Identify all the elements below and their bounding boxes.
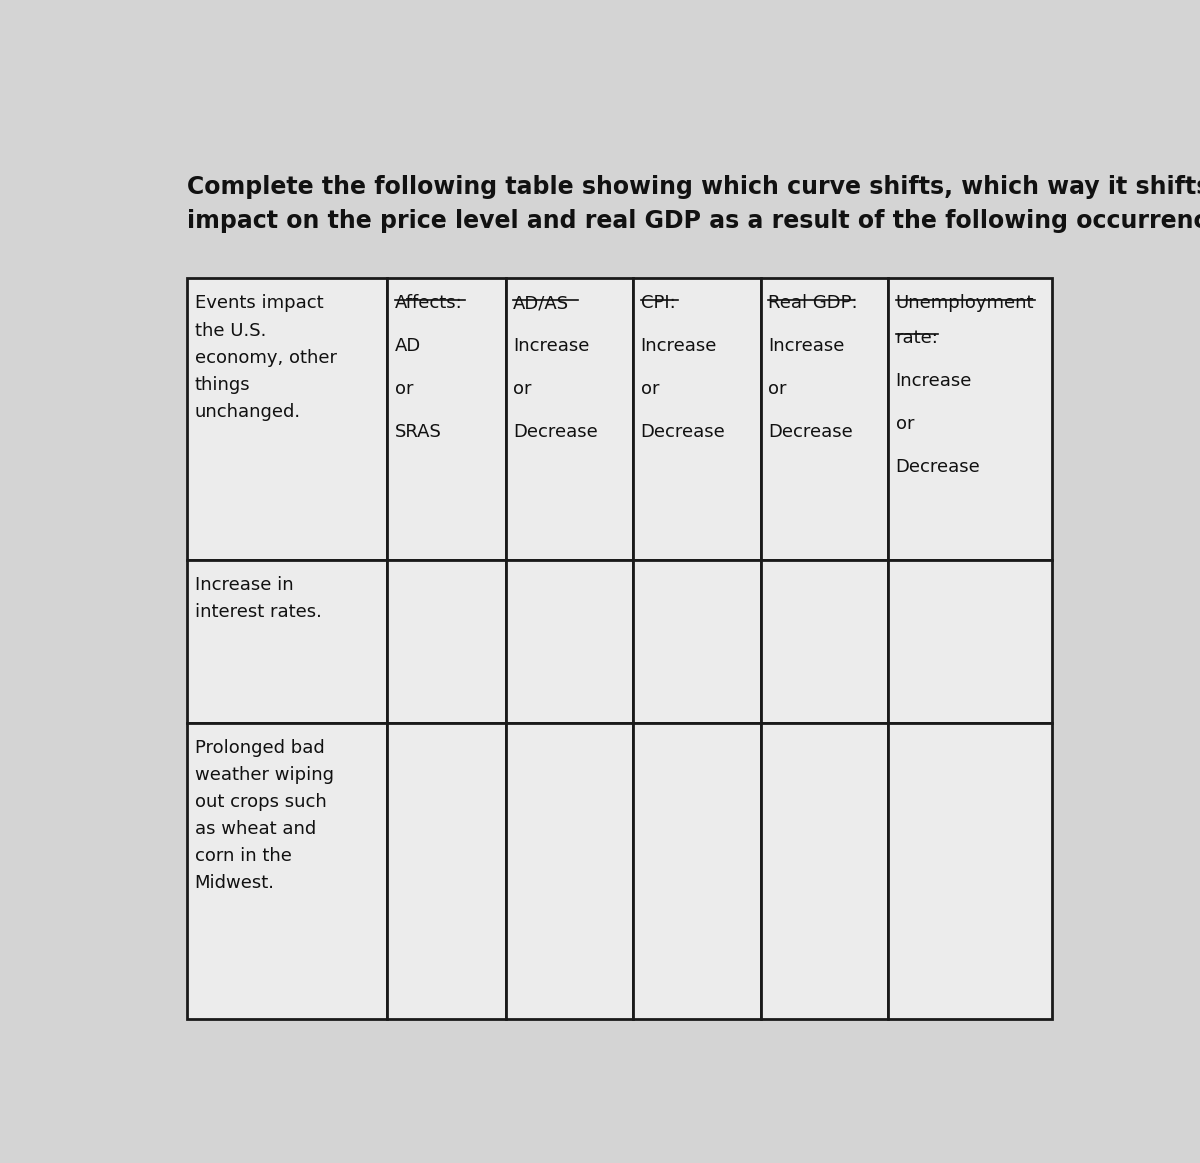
Bar <box>761 722 888 1019</box>
Text: or: or <box>395 380 414 399</box>
Text: AD: AD <box>395 337 421 356</box>
Bar <box>187 278 388 559</box>
Text: Decrease: Decrease <box>895 458 980 476</box>
Bar <box>388 559 506 722</box>
Bar <box>761 278 888 559</box>
Bar <box>761 559 888 722</box>
Text: or: or <box>768 380 787 399</box>
Text: Affects:: Affects: <box>395 294 463 313</box>
Bar <box>634 278 761 559</box>
Bar <box>506 559 634 722</box>
Text: Complete the following table showing which curve shifts, which way it shifts, an: Complete the following table showing whi… <box>187 176 1200 199</box>
Bar <box>888 722 1052 1019</box>
Bar <box>388 722 506 1019</box>
Text: rate:: rate: <box>895 329 938 347</box>
Text: Increase: Increase <box>895 372 972 390</box>
Bar <box>634 559 761 722</box>
Text: Unemployment: Unemployment <box>895 294 1034 313</box>
Text: SRAS: SRAS <box>395 423 442 442</box>
Bar <box>506 278 634 559</box>
Bar <box>888 278 1052 559</box>
Text: impact on the price level and real GDP as a result of the following occurrences:: impact on the price level and real GDP a… <box>187 209 1200 234</box>
Text: Increase: Increase <box>641 337 718 356</box>
Text: Decrease: Decrease <box>768 423 853 442</box>
Bar <box>888 559 1052 722</box>
Text: Real GDP:: Real GDP: <box>768 294 858 313</box>
Text: or: or <box>514 380 532 399</box>
Bar <box>388 278 506 559</box>
Text: Events impact
the U.S.
economy, other
things
unchanged.: Events impact the U.S. economy, other th… <box>194 294 337 421</box>
Text: AD/AS: AD/AS <box>514 294 570 313</box>
Text: or: or <box>641 380 659 399</box>
Text: CPI:: CPI: <box>641 294 676 313</box>
Text: Increase: Increase <box>514 337 589 356</box>
Text: Increase: Increase <box>768 337 845 356</box>
Text: Decrease: Decrease <box>641 423 726 442</box>
Bar <box>187 559 388 722</box>
Bar <box>187 722 388 1019</box>
Bar <box>634 722 761 1019</box>
Text: Prolonged bad
weather wiping
out crops such
as wheat and
corn in the
Midwest.: Prolonged bad weather wiping out crops s… <box>194 739 334 892</box>
Bar <box>506 722 634 1019</box>
Text: or: or <box>895 415 914 433</box>
Text: Increase in
interest rates.: Increase in interest rates. <box>194 576 322 621</box>
Text: Decrease: Decrease <box>514 423 598 442</box>
